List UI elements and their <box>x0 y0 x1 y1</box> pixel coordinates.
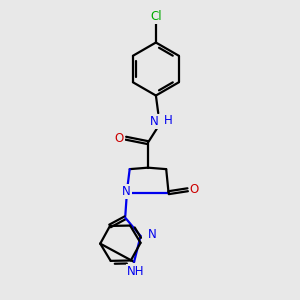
Text: N: N <box>147 228 156 241</box>
Text: O: O <box>190 183 199 196</box>
Text: NH: NH <box>127 265 144 278</box>
Text: H: H <box>164 114 173 127</box>
Text: N: N <box>150 115 159 128</box>
Text: N: N <box>122 185 131 198</box>
Text: Cl: Cl <box>150 11 162 23</box>
Text: O: O <box>115 132 124 145</box>
